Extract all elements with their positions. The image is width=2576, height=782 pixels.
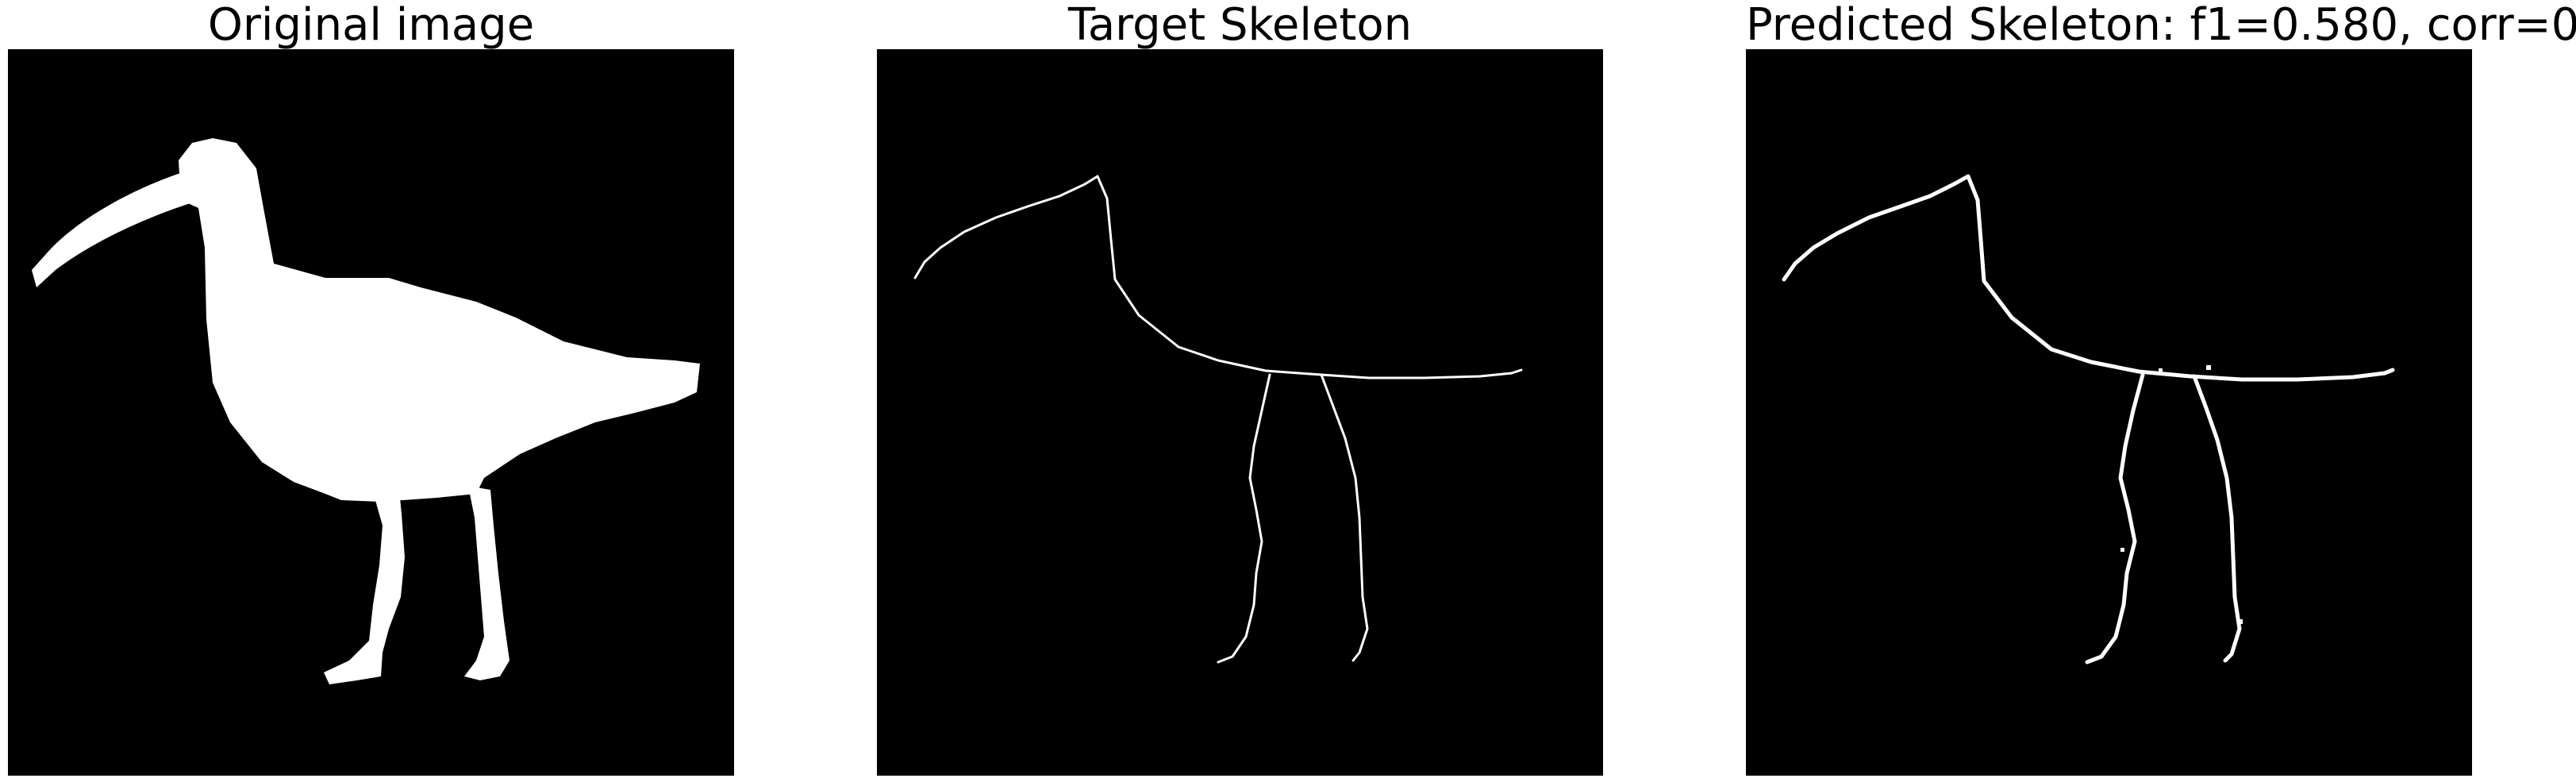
target-skeleton-lines [913, 175, 1523, 664]
panel-original-image: Original image [8, 0, 734, 782]
bird-silhouette [32, 138, 700, 684]
panel-target-skeleton: Target Skeleton [877, 0, 1603, 782]
original-silhouette-image [8, 49, 734, 776]
panel-title-original: Original image [207, 0, 535, 51]
predicted-skeleton-lines [1782, 174, 2395, 665]
panel-predicted-skeleton: Predicted Skeleton: f1=0.580, corr=0.610 [1746, 0, 2576, 782]
panel-title-target: Target Skeleton [1067, 0, 1413, 51]
predicted-skeleton-image [1746, 49, 2472, 776]
target-skeleton-image [877, 49, 1603, 776]
panel-title-predicted: Predicted Skeleton: f1=0.580, corr=0.610 [1746, 0, 2576, 51]
